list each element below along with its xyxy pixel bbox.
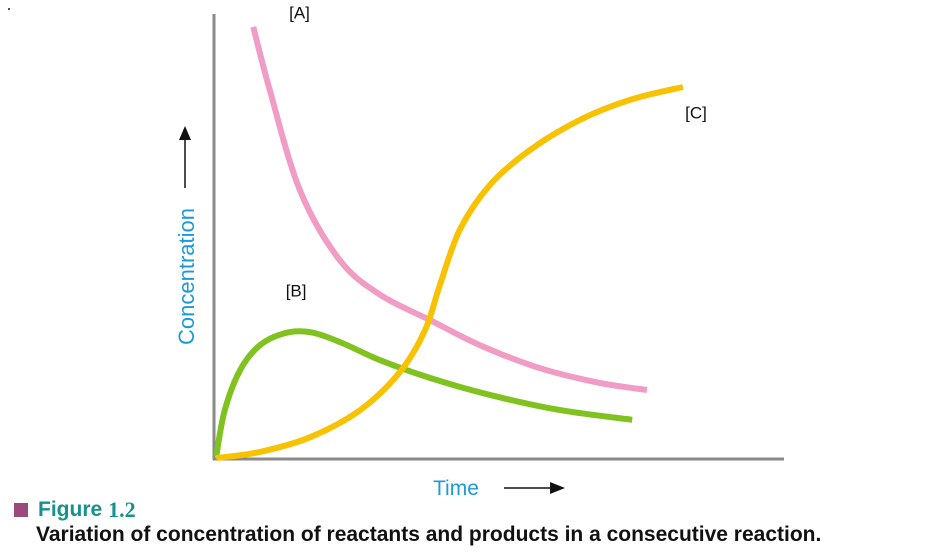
series-label-b: [B] <box>286 282 307 301</box>
series-label-a: [A] <box>289 3 310 22</box>
x-axis-label: Time <box>433 477 479 500</box>
x-axis-arrow <box>504 482 565 494</box>
figure-number: 1.2 <box>108 497 136 522</box>
series-line-a <box>250 26 648 393</box>
figure-title: Figure 1.2 <box>14 497 821 523</box>
y-axis-label: Concentration <box>174 208 199 345</box>
figure-description: Variation of concentration of reactants … <box>36 523 822 546</box>
stray-dot <box>8 8 10 10</box>
series-line-c <box>215 84 684 462</box>
series-layer <box>213 26 684 462</box>
figure-caption: Figure 1.2 Variation of concentration of… <box>14 497 821 547</box>
series-line-b <box>213 328 633 457</box>
concentration-time-chart: [A] [B] [C] Concentration Time <box>174 3 784 500</box>
figure-word: Figure <box>38 498 103 521</box>
series-label-c: [C] <box>685 104 707 123</box>
axes <box>212 14 784 461</box>
y-axis-arrow <box>179 126 191 188</box>
figure-marker-square <box>14 503 28 517</box>
series-labels: [A] [B] [C] <box>286 3 707 300</box>
